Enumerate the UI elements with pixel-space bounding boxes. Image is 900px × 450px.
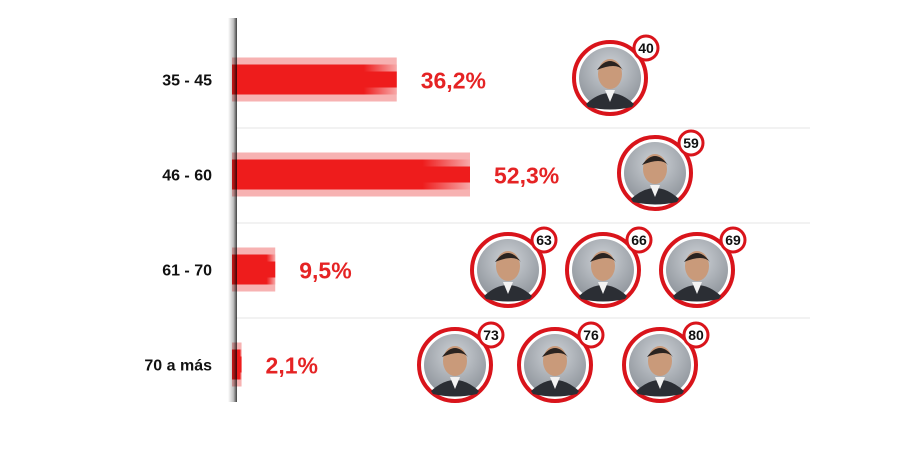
value-label: 2,1% [266,353,318,379]
age-badge [682,321,710,349]
age-badge-label: 66 [631,232,647,248]
hair-icon [684,253,710,262]
age-badge-label: 69 [725,232,741,248]
age-badge [577,321,605,349]
candidate-portraits: 40 59 63 66 69 73 76 80 [417,34,747,403]
bars [232,57,470,387]
candidate-portrait: 40 [572,34,660,116]
age-badge [625,226,653,254]
row-dividers [236,127,810,319]
hair-icon [597,61,623,70]
shirt-collar-icon [450,377,460,389]
bar-core [232,261,276,278]
hair-icon [542,348,568,357]
value-label: 52,3% [494,163,559,189]
shirt-collar-icon [650,185,660,197]
age-badge [677,129,705,157]
age-badge-label: 73 [483,327,499,343]
bar-core [232,166,470,183]
candidate-portrait: 76 [517,321,605,403]
age-badge [632,34,660,62]
shirt-collar-icon [692,282,702,294]
bar-1 [232,152,470,197]
candidate-portrait: 73 [417,321,505,403]
category-label: 35 - 45 [162,73,212,90]
category-label: 61 - 70 [162,263,212,280]
hair-icon [642,156,668,165]
hair-icon [442,348,468,357]
shirt-collar-icon [550,377,560,389]
shirt-collar-icon [598,282,608,294]
candidate-portrait: 59 [617,129,705,211]
candidate-portrait: 80 [622,321,710,403]
hair-icon [495,253,521,262]
category-label: 46 - 60 [162,168,212,185]
age-badge [477,321,505,349]
age-badge [530,226,558,254]
candidate-portrait: 69 [659,226,747,308]
shirt-collar-icon [655,377,665,389]
hair-icon [647,348,673,357]
age-badge-label: 59 [683,135,699,151]
bar-0 [232,57,397,102]
value-label: 9,5% [299,258,351,284]
value-labels: 36,2% 52,3% 9,5% 2,1% [266,68,560,379]
category-label: 70 a más [144,358,212,375]
age-badge-label: 63 [536,232,552,248]
hair-icon [590,253,616,262]
bar-2 [232,247,276,292]
shirt-collar-icon [503,282,513,294]
candidate-portrait: 66 [565,226,653,308]
age-badge-label: 40 [638,40,654,56]
category-labels: 35 - 45 46 - 60 61 - 70 70 a más [144,73,212,375]
age-badge-label: 76 [583,327,599,343]
bar-core [232,71,397,88]
value-label: 36,2% [421,68,486,94]
candidate-portrait: 63 [470,226,558,308]
age-badge-label: 80 [688,327,704,343]
axis-line [228,18,237,402]
shirt-collar-icon [605,90,615,102]
age-badge [719,226,747,254]
